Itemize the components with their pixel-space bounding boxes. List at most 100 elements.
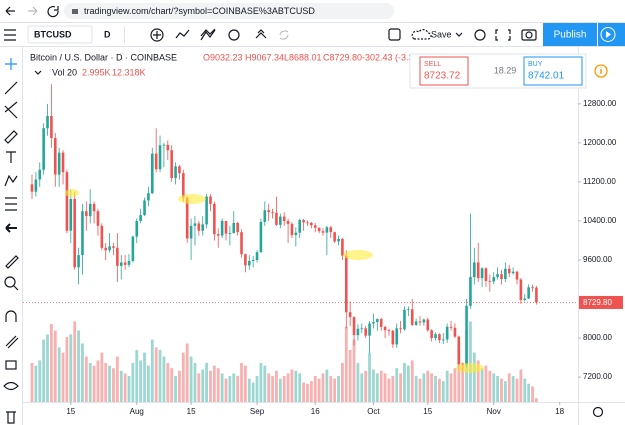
menu-button[interactable] <box>4 29 16 41</box>
templates-button[interactable] <box>200 28 216 41</box>
candle-body <box>383 326 387 331</box>
volume-bar <box>472 352 476 402</box>
buy-label: BUY <box>528 61 543 68</box>
save-dropdown[interactable] <box>455 32 463 37</box>
volume-bar <box>480 368 484 402</box>
volume-bar <box>220 373 224 402</box>
info-button[interactable] <box>594 64 608 78</box>
snapshot-button[interactable] <box>521 29 537 41</box>
candle-body <box>395 328 399 345</box>
candle-body <box>139 215 142 221</box>
x-tick-label: 18 <box>555 407 564 416</box>
layout-button[interactable] <box>388 28 401 41</box>
volume-bar <box>383 373 387 402</box>
zoom-handle <box>13 285 19 291</box>
remove-tool[interactable] <box>6 411 16 424</box>
compare-button[interactable] <box>150 28 164 42</box>
hide-tool[interactable] <box>3 381 19 391</box>
candle-body <box>170 150 173 179</box>
volume-bar <box>50 324 53 402</box>
settings-button[interactable] <box>474 29 486 41</box>
candle-body <box>38 169 42 180</box>
measure-tool[interactable] <box>5 255 19 269</box>
save-label[interactable]: Save <box>431 29 452 39</box>
candle-body <box>240 232 243 255</box>
volume-bar <box>476 360 480 402</box>
volume-bar <box>430 373 434 402</box>
volume-bar <box>77 330 80 402</box>
spread: 18.29 <box>494 65 517 75</box>
candle-body <box>535 287 538 303</box>
alert-button[interactable] <box>228 29 240 41</box>
candle-body <box>403 309 406 330</box>
brush-tool[interactable] <box>4 130 18 144</box>
volume-bar <box>282 376 286 402</box>
volume-bar <box>127 376 131 402</box>
zoom-tool[interactable] <box>4 276 16 288</box>
back-tool[interactable] <box>5 223 17 233</box>
last-price-label: 8729.80 <box>583 298 612 307</box>
volume-bar <box>115 356 119 402</box>
undo-redo[interactable] <box>279 30 289 40</box>
highlight <box>178 194 206 204</box>
prediction-tool[interactable] <box>5 197 17 211</box>
volume-bar <box>197 373 201 402</box>
axis-settings[interactable] <box>592 406 604 418</box>
pitchfork-tool[interactable] <box>4 101 18 119</box>
candle-body <box>263 210 267 222</box>
candle-body <box>457 336 461 364</box>
stream-button[interactable] <box>598 23 625 46</box>
fullscreen-button[interactable] <box>495 29 511 41</box>
volume-bar <box>278 378 282 402</box>
replay-button[interactable] <box>255 29 267 39</box>
candle-body <box>46 116 49 129</box>
volume-bar <box>201 369 205 402</box>
reload-button[interactable] <box>47 6 59 18</box>
candle-body <box>352 317 356 336</box>
url-field[interactable] <box>64 3 394 19</box>
sell-button[interactable] <box>419 56 469 86</box>
pattern-tool[interactable] <box>4 174 18 187</box>
publish-button[interactable] <box>543 23 597 46</box>
volume-bar <box>379 370 383 402</box>
candle-body <box>127 260 131 265</box>
time-axis[interactable] <box>23 402 578 425</box>
text-tool[interactable] <box>6 151 16 163</box>
buy-price: 8742.01 <box>528 71 565 82</box>
magnet-tool[interactable] <box>5 310 17 322</box>
series-title: Bitcoin / U.S. Dollar · D · COINBASE <box>30 52 177 62</box>
compare-icon <box>153 31 161 39</box>
back-button[interactable] <box>5 6 15 16</box>
volume-bar <box>414 376 418 402</box>
price-axis[interactable] <box>578 47 625 402</box>
candle-body <box>407 309 410 311</box>
y-tick-label: 8000.00 <box>583 333 612 342</box>
candle-body <box>356 328 360 336</box>
volume-bar <box>232 373 236 402</box>
interval[interactable]: D <box>104 29 111 39</box>
volume-bar <box>174 376 177 402</box>
volume-bar <box>170 368 174 402</box>
candle-body <box>216 234 220 236</box>
change: -302.43 (-3.35%) <box>362 52 430 62</box>
volume-bar <box>372 369 375 402</box>
symbol-box[interactable] <box>27 25 93 44</box>
buy-button[interactable] <box>523 56 583 86</box>
indicators-button[interactable] <box>175 29 190 39</box>
stay-drawing-tool[interactable] <box>5 335 19 349</box>
lock-tool[interactable] <box>5 360 17 370</box>
candle-body <box>364 328 367 336</box>
candle-body <box>150 153 154 194</box>
trendline-tool[interactable] <box>4 81 18 95</box>
volume-bar <box>445 370 449 402</box>
volume-bar <box>441 381 445 402</box>
volume-bar <box>457 350 461 402</box>
volume-bar <box>341 363 344 402</box>
legend-toggle[interactable] <box>34 70 42 75</box>
crosshair-tool[interactable] <box>5 58 17 70</box>
volume-bar <box>255 376 259 402</box>
axes: 12800.00 12000.00 11200.00 10400.00 9600.00 8… <box>66 99 623 416</box>
volume-bar <box>406 365 410 402</box>
forward-button[interactable] <box>28 6 38 16</box>
